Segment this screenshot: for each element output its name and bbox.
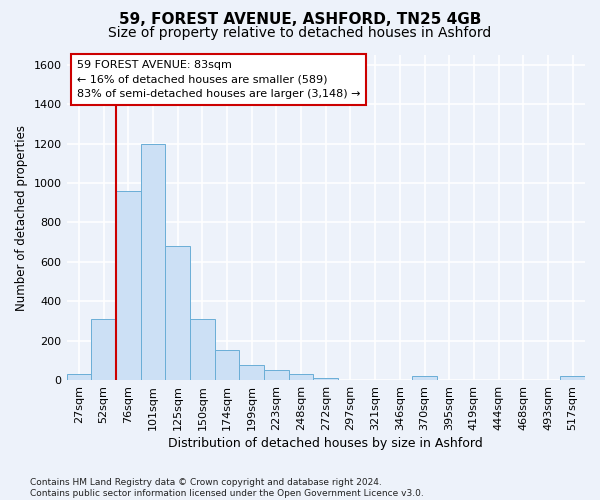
Bar [67, 374, 91, 380]
Bar [190, 319, 215, 380]
Bar [289, 374, 313, 380]
Bar [239, 366, 264, 380]
Bar [264, 370, 289, 380]
Text: Contains HM Land Registry data © Crown copyright and database right 2024.
Contai: Contains HM Land Registry data © Crown c… [30, 478, 424, 498]
X-axis label: Distribution of detached houses by size in Ashford: Distribution of detached houses by size … [169, 437, 483, 450]
Bar [560, 376, 585, 380]
Text: Size of property relative to detached houses in Ashford: Size of property relative to detached ho… [109, 26, 491, 40]
Y-axis label: Number of detached properties: Number of detached properties [15, 124, 28, 310]
Bar [91, 319, 116, 380]
Bar [412, 376, 437, 380]
Bar [140, 144, 165, 380]
Text: 59, FOREST AVENUE, ASHFORD, TN25 4GB: 59, FOREST AVENUE, ASHFORD, TN25 4GB [119, 12, 481, 26]
Text: 59 FOREST AVENUE: 83sqm
← 16% of detached houses are smaller (589)
83% of semi-d: 59 FOREST AVENUE: 83sqm ← 16% of detache… [77, 60, 361, 100]
Bar [313, 378, 338, 380]
Bar [116, 191, 140, 380]
Bar [165, 246, 190, 380]
Bar [215, 350, 239, 380]
